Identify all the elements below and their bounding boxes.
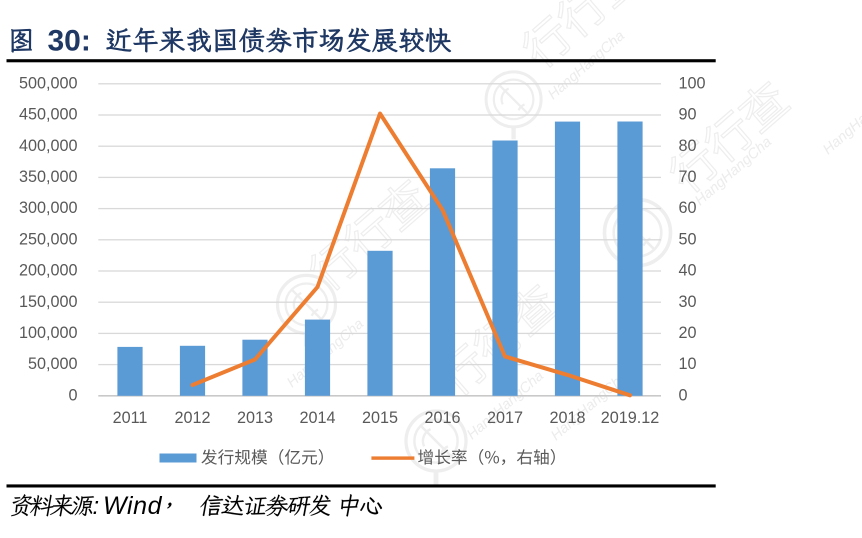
svg-text:300,000: 300,000 [19,199,78,217]
svg-text:450,000: 450,000 [19,106,78,124]
svg-text:2011: 2011 [113,409,148,427]
svg-text:70: 70 [679,168,697,186]
svg-text:50,000: 50,000 [28,355,78,373]
svg-text:2015: 2015 [362,409,398,427]
svg-text:2013: 2013 [237,409,273,427]
svg-text:10: 10 [679,355,697,373]
svg-text:2018: 2018 [549,409,585,427]
svg-text:400,000: 400,000 [19,137,78,155]
svg-text::: : [93,493,100,520]
svg-text:Wind: Wind [103,492,163,520]
svg-text:20: 20 [679,324,697,342]
svg-text:2014: 2014 [299,409,335,427]
svg-text:2012: 2012 [174,409,210,427]
svg-text:100,000: 100,000 [19,324,78,342]
svg-text:30:: 30: [48,25,91,58]
svg-text:40: 40 [679,262,697,280]
svg-text:90: 90 [679,106,697,124]
svg-text:500,000: 500,000 [19,74,78,92]
svg-text:2019.12: 2019.12 [601,409,660,427]
svg-text:2017: 2017 [487,409,523,427]
svg-text:60: 60 [679,199,697,217]
svg-text:30: 30 [679,293,697,311]
svg-text:2016: 2016 [424,409,460,427]
svg-text:100: 100 [679,74,706,92]
svg-text:150,000: 150,000 [19,293,78,311]
svg-text:250,000: 250,000 [19,230,78,248]
svg-text:80: 80 [679,137,697,155]
svg-text:0: 0 [679,386,688,404]
svg-text:0: 0 [68,386,77,404]
svg-text:350,000: 350,000 [19,168,78,186]
svg-text:200,000: 200,000 [19,262,78,280]
svg-text:50: 50 [679,230,697,248]
